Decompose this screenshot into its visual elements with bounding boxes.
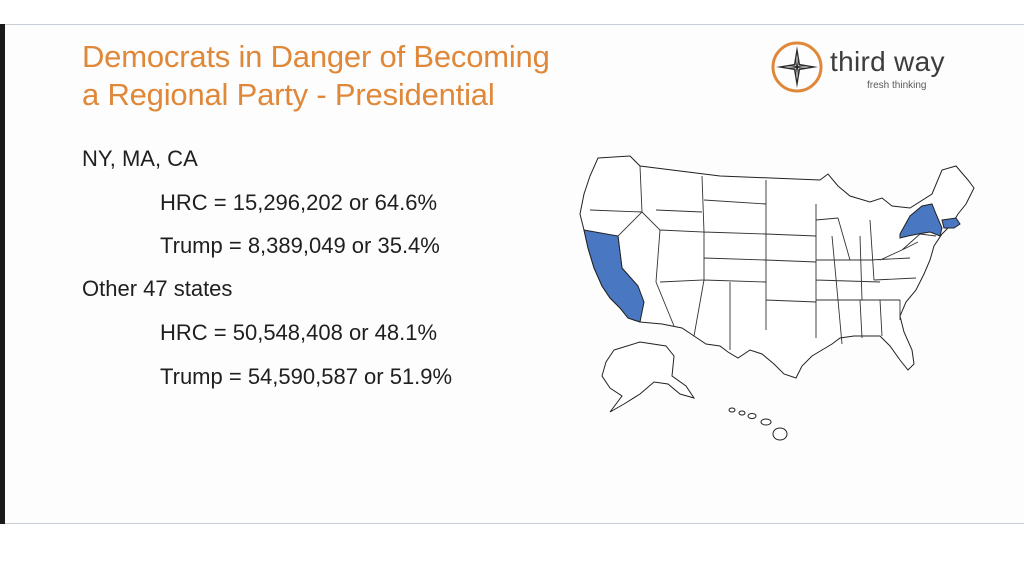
title-line-1: Democrats in Danger of Becoming [82,39,550,74]
left-edge-bar [0,24,5,524]
group1-hrc: HRC = 15,296,202 or 64.6% [160,190,438,215]
title-line-2: a Regional Party - Presidential [82,77,495,112]
state-massachusetts [941,217,961,229]
third-way-logo: third way fresh thinking [770,38,970,98]
group2-trump: Trump = 54,590,587 or 51.9% [160,364,453,389]
state-new-york [899,203,943,239]
state-alaska [601,341,696,413]
group1-trump: Trump = 8,389,049 or 35.4% [160,233,440,258]
group2-label: Other 47 states [82,276,233,301]
group2-hrc: HRC = 50,548,408 or 48.1% [160,320,438,345]
logo-tagline: fresh thinking [867,80,927,91]
compass-star-icon [771,41,823,93]
state-california [583,229,645,323]
us-states-map [579,155,975,441]
state-hawaii [728,407,788,441]
logo-name: third way [830,46,945,77]
slide-title: Democrats in Danger of Becoming a Region… [82,38,550,114]
group1-label: NY, MA, CA [82,146,198,171]
